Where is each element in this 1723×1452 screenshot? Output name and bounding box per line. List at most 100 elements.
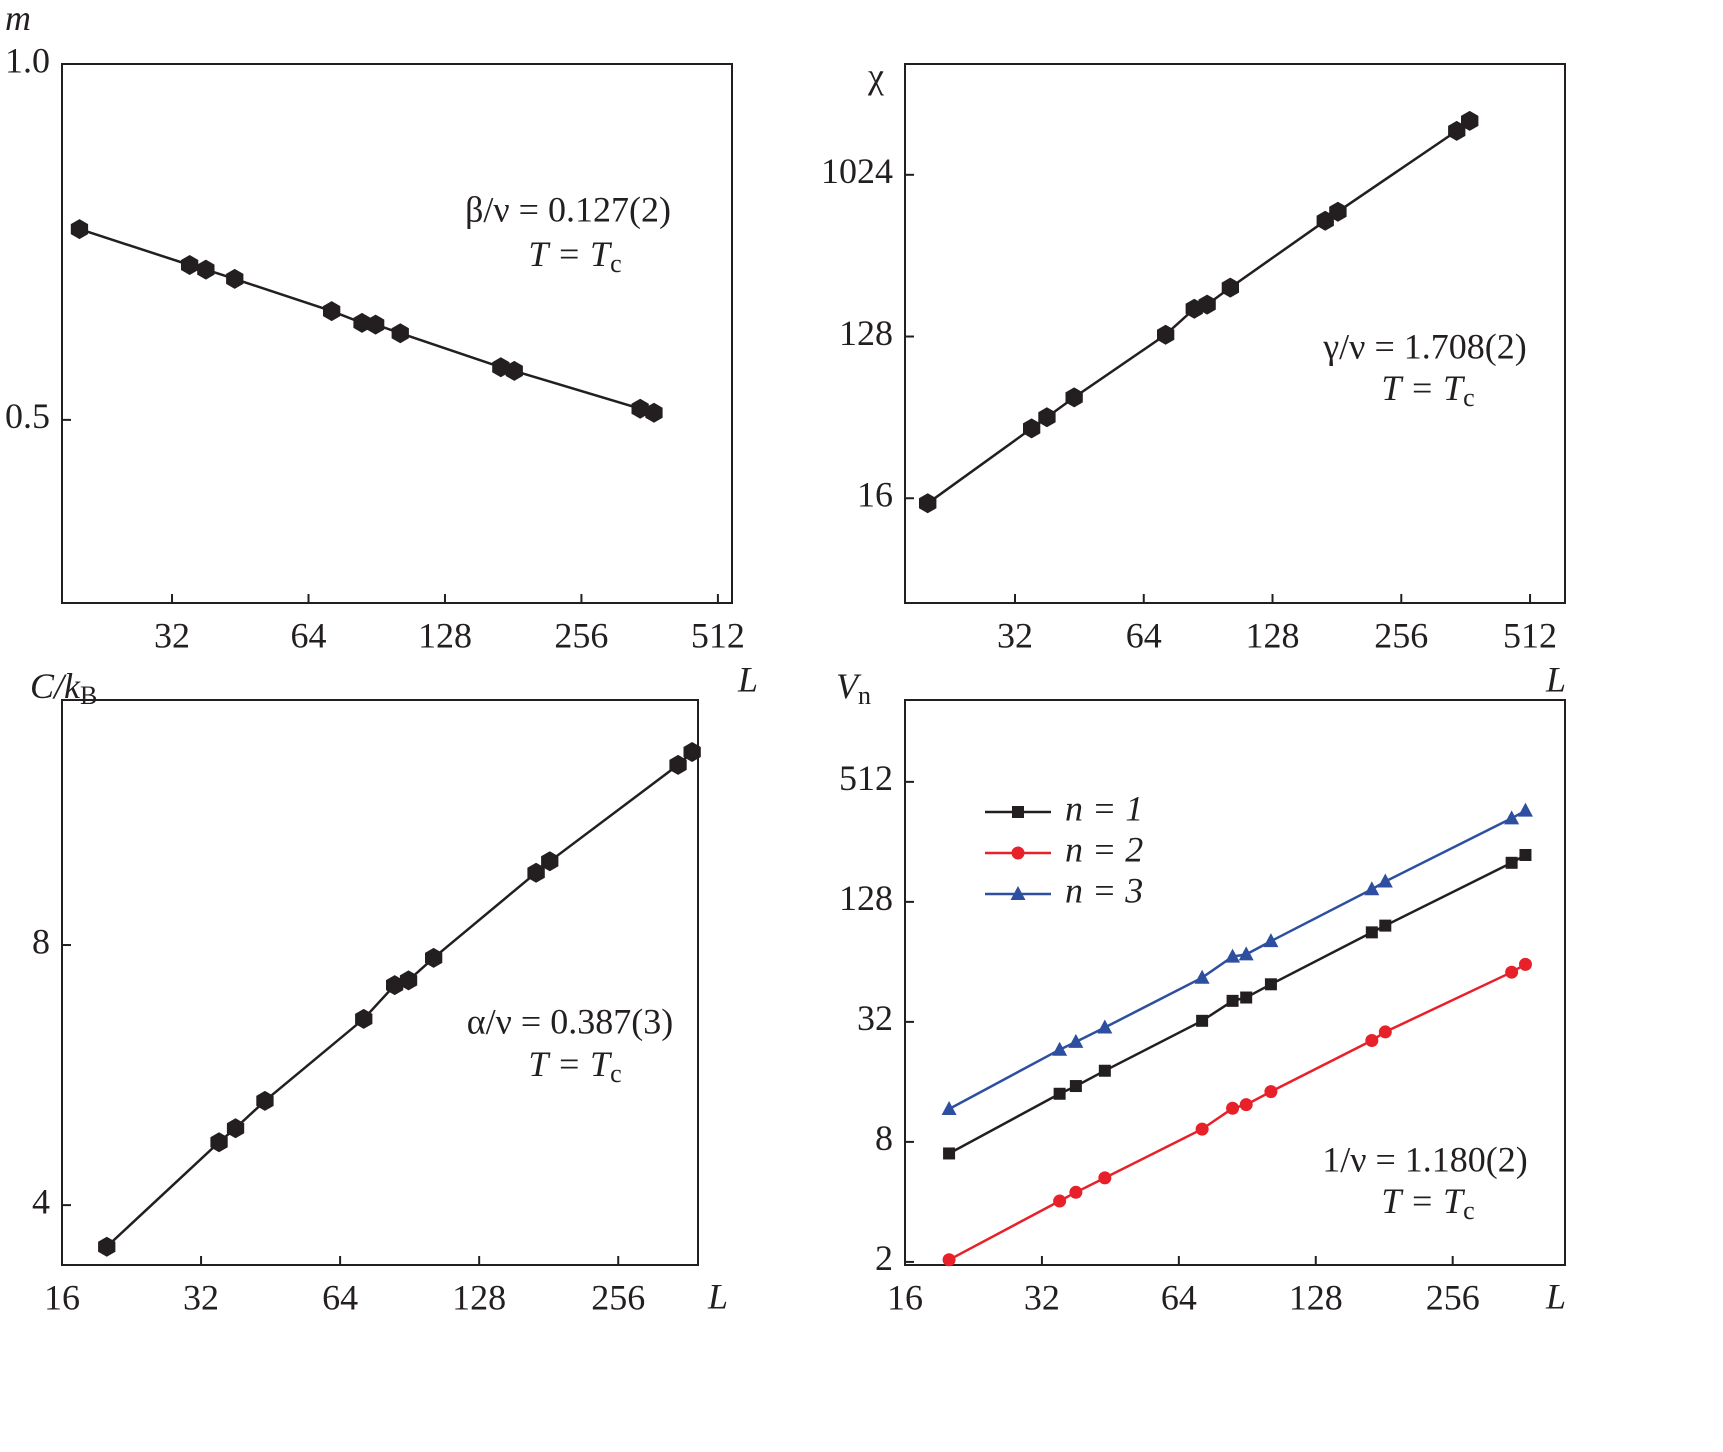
x-tick-label: 32 xyxy=(1024,1277,1060,1317)
marker xyxy=(197,259,215,280)
y-tick-label: 8 xyxy=(32,921,50,961)
y-axis-label: Vn xyxy=(836,666,871,710)
x-tick-label: 512 xyxy=(691,615,745,655)
x-axis-label: L xyxy=(1545,659,1566,699)
x-tick-label: 128 xyxy=(418,615,472,655)
x-tick-label: 256 xyxy=(554,615,608,655)
marker xyxy=(1505,965,1519,979)
marker xyxy=(541,851,559,872)
annotation: T = Tc xyxy=(1381,1181,1474,1225)
x-tick-label: 256 xyxy=(1426,1277,1480,1317)
marker xyxy=(1365,926,1378,939)
marker xyxy=(645,402,663,423)
marker xyxy=(505,360,523,381)
marker xyxy=(941,1100,957,1115)
marker xyxy=(1097,1019,1113,1034)
y-axis-label: C/kB xyxy=(30,666,97,710)
x-axis-label: L xyxy=(707,1276,728,1316)
x-tick-label: 16 xyxy=(887,1277,923,1317)
y-tick-label: 4 xyxy=(32,1181,50,1221)
marker xyxy=(1226,994,1239,1007)
marker xyxy=(70,219,89,240)
x-axis-label: L xyxy=(1545,1276,1566,1316)
marker xyxy=(210,1132,228,1153)
marker xyxy=(1221,277,1239,298)
x-tick-label: 256 xyxy=(1374,615,1428,655)
x-tick-label: 64 xyxy=(290,615,326,655)
x-tick-label: 16 xyxy=(44,1277,80,1317)
annotation-sub: c xyxy=(1463,1196,1475,1225)
plot-frame xyxy=(904,699,1566,1266)
marker xyxy=(181,255,199,275)
marker xyxy=(683,742,701,762)
marker xyxy=(942,1253,956,1267)
x-tick-label: 64 xyxy=(1126,615,1162,655)
y-label-main: C/k xyxy=(30,666,81,706)
annotation: T = Tc xyxy=(528,234,621,278)
x-tick-label: 128 xyxy=(1289,1277,1343,1317)
y-tick-label: 1024 xyxy=(821,151,893,191)
marker xyxy=(1157,324,1175,345)
y-tick-label: 128 xyxy=(839,878,893,918)
annotation-sub: c xyxy=(610,1059,622,1088)
y-label-sub: B xyxy=(80,681,97,710)
marker xyxy=(1053,1087,1066,1100)
annotation-main: T = T xyxy=(528,1044,613,1084)
marker xyxy=(1023,418,1041,439)
x-tick-label: 64 xyxy=(322,1277,358,1317)
annotation: 1/ν = 1.180(2) xyxy=(1322,1139,1528,1179)
marker xyxy=(1098,1171,1112,1185)
marker xyxy=(226,1118,245,1139)
marker xyxy=(1194,969,1210,984)
marker xyxy=(669,754,687,775)
marker xyxy=(1065,387,1083,408)
x-tick-label: 256 xyxy=(591,1277,645,1317)
y-tick-label: 0.5 xyxy=(5,396,50,436)
y-label-sub: n xyxy=(858,681,871,710)
y-label-main: V xyxy=(836,666,862,706)
marker xyxy=(527,862,545,883)
plot-frame xyxy=(61,63,733,604)
marker xyxy=(1198,294,1216,315)
annotation: T = Tc xyxy=(1381,368,1474,412)
marker xyxy=(1505,856,1518,869)
marker xyxy=(323,301,341,322)
marker xyxy=(1263,933,1279,948)
y-axis-label: m xyxy=(5,0,31,38)
marker xyxy=(1264,978,1277,991)
x-tick-label: 128 xyxy=(452,1277,506,1317)
marker xyxy=(353,312,371,333)
marker xyxy=(1377,873,1393,888)
annotation-main: T = T xyxy=(1381,368,1466,408)
marker xyxy=(355,1008,373,1029)
legend-marker xyxy=(1012,806,1024,818)
marker xyxy=(1196,1014,1209,1027)
marker xyxy=(399,970,418,991)
x-tick-label: 32 xyxy=(997,615,1033,655)
marker xyxy=(386,975,404,996)
marker xyxy=(1329,201,1347,222)
marker xyxy=(1053,1194,1067,1208)
marker xyxy=(1379,919,1392,932)
y-tick-label: 8 xyxy=(875,1118,893,1158)
marker xyxy=(1264,1085,1278,1099)
marker xyxy=(226,268,244,289)
x-tick-label: 32 xyxy=(154,615,190,655)
marker xyxy=(1461,110,1479,131)
marker xyxy=(943,1147,956,1160)
annotation: α/ν = 0.387(3) xyxy=(467,1001,673,1041)
marker xyxy=(1195,1122,1209,1136)
marker xyxy=(919,493,937,514)
y-tick-label: 128 xyxy=(839,313,893,353)
annotation-main: T = T xyxy=(1381,1181,1466,1221)
marker xyxy=(367,314,385,335)
x-axis-label: L xyxy=(737,659,758,699)
y-label-main: χ xyxy=(867,56,884,96)
marker xyxy=(1365,1034,1379,1048)
annotation-main: T = T xyxy=(528,234,613,274)
legend-marker xyxy=(1010,886,1026,900)
marker xyxy=(1378,1025,1392,1039)
marker xyxy=(1519,848,1532,861)
legend-label: n = 1 xyxy=(1065,788,1143,828)
